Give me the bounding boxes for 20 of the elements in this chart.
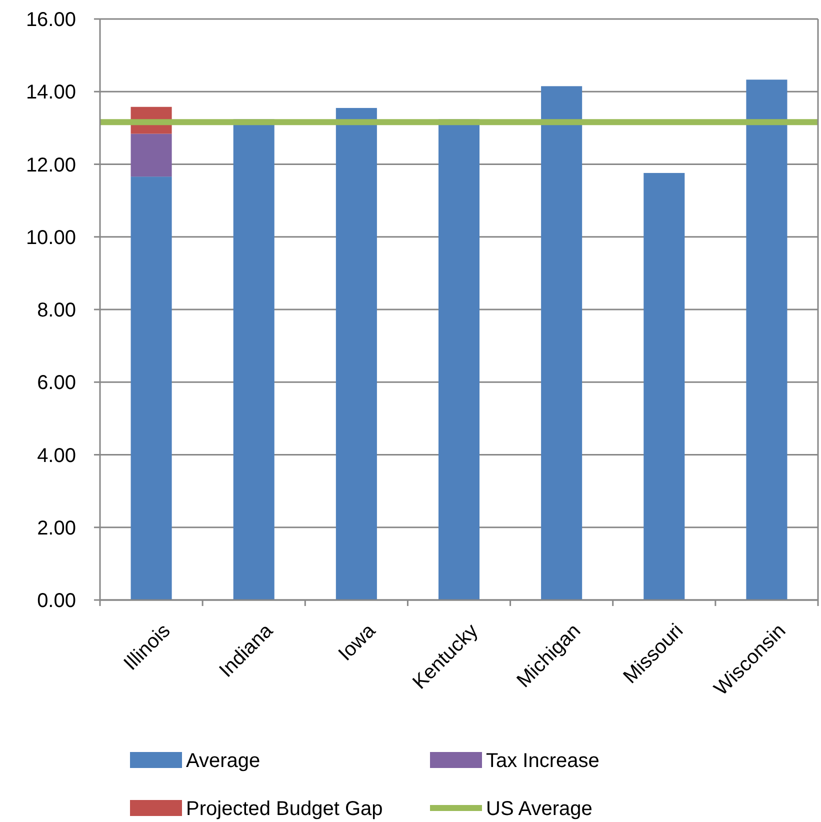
bar: [130, 134, 172, 177]
legend-label: US Average: [486, 798, 592, 820]
bar: [130, 176, 172, 600]
x-tick-label: Iowa: [334, 619, 380, 666]
y-tick-label: 2.00: [37, 517, 76, 540]
y-tick-label: 10.00: [26, 226, 76, 249]
legend-label: Average: [186, 750, 260, 772]
bar: [746, 80, 788, 600]
bar: [541, 86, 582, 600]
bar: [336, 108, 377, 600]
legend-label: Tax Increase: [486, 750, 600, 772]
legend-label: Projected Budget Gap: [186, 798, 383, 820]
y-tick-label: 6.00: [37, 372, 76, 394]
y-tick-label: 4.00: [37, 444, 76, 467]
bar: [644, 172, 685, 600]
y-tick-label: 0.00: [37, 590, 76, 612]
y-tick-label: 8.00: [37, 300, 76, 322]
y-tick-label: 12.00: [26, 154, 76, 176]
y-tick-label: 16.00: [26, 9, 76, 31]
y-tick-label: 14.00: [26, 82, 76, 104]
